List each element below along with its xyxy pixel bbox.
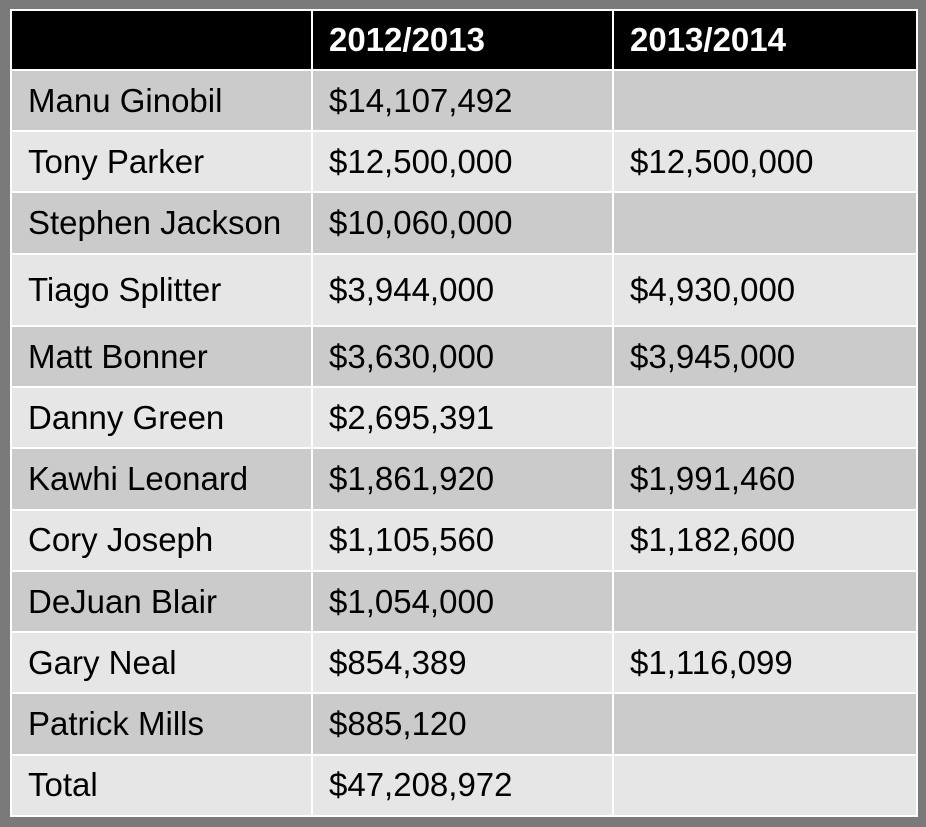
salary-table: 2012/2013 2013/2014 Manu Ginobil $14,107… [10,9,918,818]
salary-2012-2013: $10,060,000 [311,191,614,255]
salary-2013-2014 [612,569,918,634]
header-season-2013-2014: 2013/2014 [612,9,918,71]
salary-2012-2013: $885,120 [311,692,614,756]
table-row: Matt Bonner $3,630,000 $3,945,000 [10,324,918,389]
salary-2012-2013: $12,500,000 [311,130,614,194]
player-name: Cory Joseph [10,508,313,572]
salary-2013-2014: $12,500,000 [612,130,918,194]
table-row: Patrick Mills $885,120 [10,692,918,756]
salary-2013-2014: $1,991,460 [612,447,918,511]
salary-2012-2013: $1,861,920 [311,447,614,511]
header-row: 2012/2013 2013/2014 [10,9,918,71]
table-row: Gary Neal $854,389 $1,116,099 [10,631,918,695]
header-player [10,9,313,71]
player-name: Matt Bonner [10,324,313,389]
table-row: Tiago Splitter $3,944,000 $4,930,000 [10,252,918,327]
table-row: DeJuan Blair $1,054,000 [10,569,918,634]
salary-2013-2014 [612,68,918,133]
table-row: Cory Joseph $1,105,560 $1,182,600 [10,508,918,572]
salary-2012-2013: $1,105,560 [311,508,614,572]
salary-2012-2013: $1,054,000 [311,569,614,634]
table-row: Stephen Jackson $10,060,000 [10,191,918,255]
salary-2013-2014: $3,945,000 [612,324,918,389]
salary-2012-2013: $3,944,000 [311,252,614,327]
player-name: Kawhi Leonard [10,447,313,511]
player-name: Stephen Jackson [10,191,313,255]
table-row: Tony Parker $12,500,000 $12,500,000 [10,130,918,194]
player-name: Manu Ginobil [10,68,313,133]
table-row: Manu Ginobil $14,107,492 [10,68,918,133]
salary-2012-2013: $3,630,000 [311,324,614,389]
total-2012-2013: $47,208,972 [311,753,614,818]
salary-2013-2014 [612,386,918,450]
player-name: Patrick Mills [10,692,313,756]
salary-2013-2014 [612,692,918,756]
table-row: Kawhi Leonard $1,861,920 $1,991,460 [10,447,918,511]
header-season-2012-2013: 2012/2013 [311,9,614,71]
player-name: Tony Parker [10,130,313,194]
salary-2012-2013: $2,695,391 [311,386,614,450]
table-row: Danny Green $2,695,391 [10,386,918,450]
salary-2012-2013: $14,107,492 [311,68,614,133]
salary-table-frame: 2012/2013 2013/2014 Manu Ginobil $14,107… [10,9,918,818]
salary-2013-2014: $4,930,000 [612,252,918,327]
salary-2013-2014: $1,182,600 [612,508,918,572]
player-name: Tiago Splitter [10,252,313,327]
total-label: Total [10,753,313,818]
player-name: Danny Green [10,386,313,450]
salary-2012-2013: $854,389 [311,631,614,695]
total-row: Total $47,208,972 [10,753,918,818]
player-name: Gary Neal [10,631,313,695]
salary-2013-2014 [612,191,918,255]
salary-2013-2014: $1,116,099 [612,631,918,695]
total-2013-2014 [612,753,918,818]
player-name: DeJuan Blair [10,569,313,634]
